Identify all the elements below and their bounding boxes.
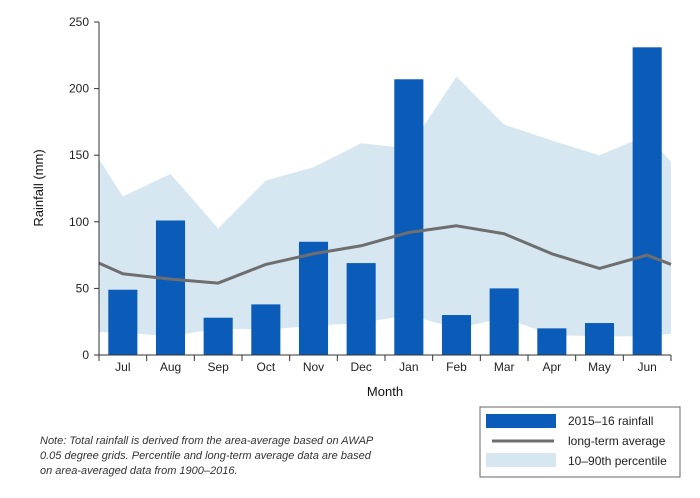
bar-may — [584, 323, 615, 355]
y-tick-label: 0 — [82, 348, 89, 362]
y-tick-label: 100 — [69, 215, 89, 229]
x-tick-label: Mar — [494, 360, 515, 374]
bar-jun — [632, 47, 662, 356]
x-tick-label: Apr — [542, 360, 561, 374]
bar-aug — [155, 220, 186, 355]
bar-oct — [251, 304, 281, 355]
y-tick-label: 50 — [76, 281, 90, 295]
y-tick-label: 200 — [69, 82, 89, 96]
x-tick-label: Aug — [160, 360, 181, 374]
legend-swatch-rainfall — [486, 414, 556, 428]
bar-dec — [346, 263, 376, 355]
y-axis-title: Rainfall (mm) — [31, 149, 46, 226]
percentile-band — [99, 76, 671, 337]
legend-label-percentile: 10–90th percentile — [568, 454, 667, 468]
bar-feb — [441, 315, 472, 355]
percentile-band-layer — [99, 76, 671, 337]
x-tick-label: Jan — [399, 360, 418, 374]
x-tick-label: Dec — [350, 360, 371, 374]
axes: 0 50 100 150 200 250 Jul Aug Sep Oct Nov Dec Jan Feb M… — [69, 15, 672, 374]
legend-swatch-percentile — [486, 453, 556, 467]
x-axis-title: Month — [367, 384, 403, 399]
x-tick-label: May — [588, 360, 611, 374]
legend-label-average: long-term average — [568, 434, 666, 448]
y-tick-label: 250 — [69, 15, 89, 29]
bar-mar — [489, 288, 519, 355]
x-tick-label: Jun — [637, 360, 656, 374]
bar-layer — [108, 47, 662, 356]
average-line-layer — [98, 224, 672, 285]
y-tick-label: 150 — [69, 148, 89, 162]
legend: 2015–16 rainfall long-term average 10–90… — [479, 406, 681, 478]
bar-sep — [203, 317, 233, 355]
average-line — [98, 224, 672, 285]
bar-jan — [394, 79, 424, 355]
x-tick-label: Nov — [303, 360, 324, 374]
x-tick-label: Oct — [256, 360, 275, 374]
x-tick-label: Feb — [446, 360, 467, 374]
x-tick-label: Sep — [207, 360, 229, 374]
bar-jul — [108, 289, 138, 355]
legend-frame — [479, 406, 681, 478]
bar-nov — [298, 241, 329, 355]
bar-apr — [537, 328, 567, 355]
x-tick-label: Jul — [115, 360, 130, 374]
footnote: Note: Total rainfall is derived from the… — [40, 435, 373, 477]
legend-label-rainfall: 2015–16 rainfall — [568, 414, 653, 428]
